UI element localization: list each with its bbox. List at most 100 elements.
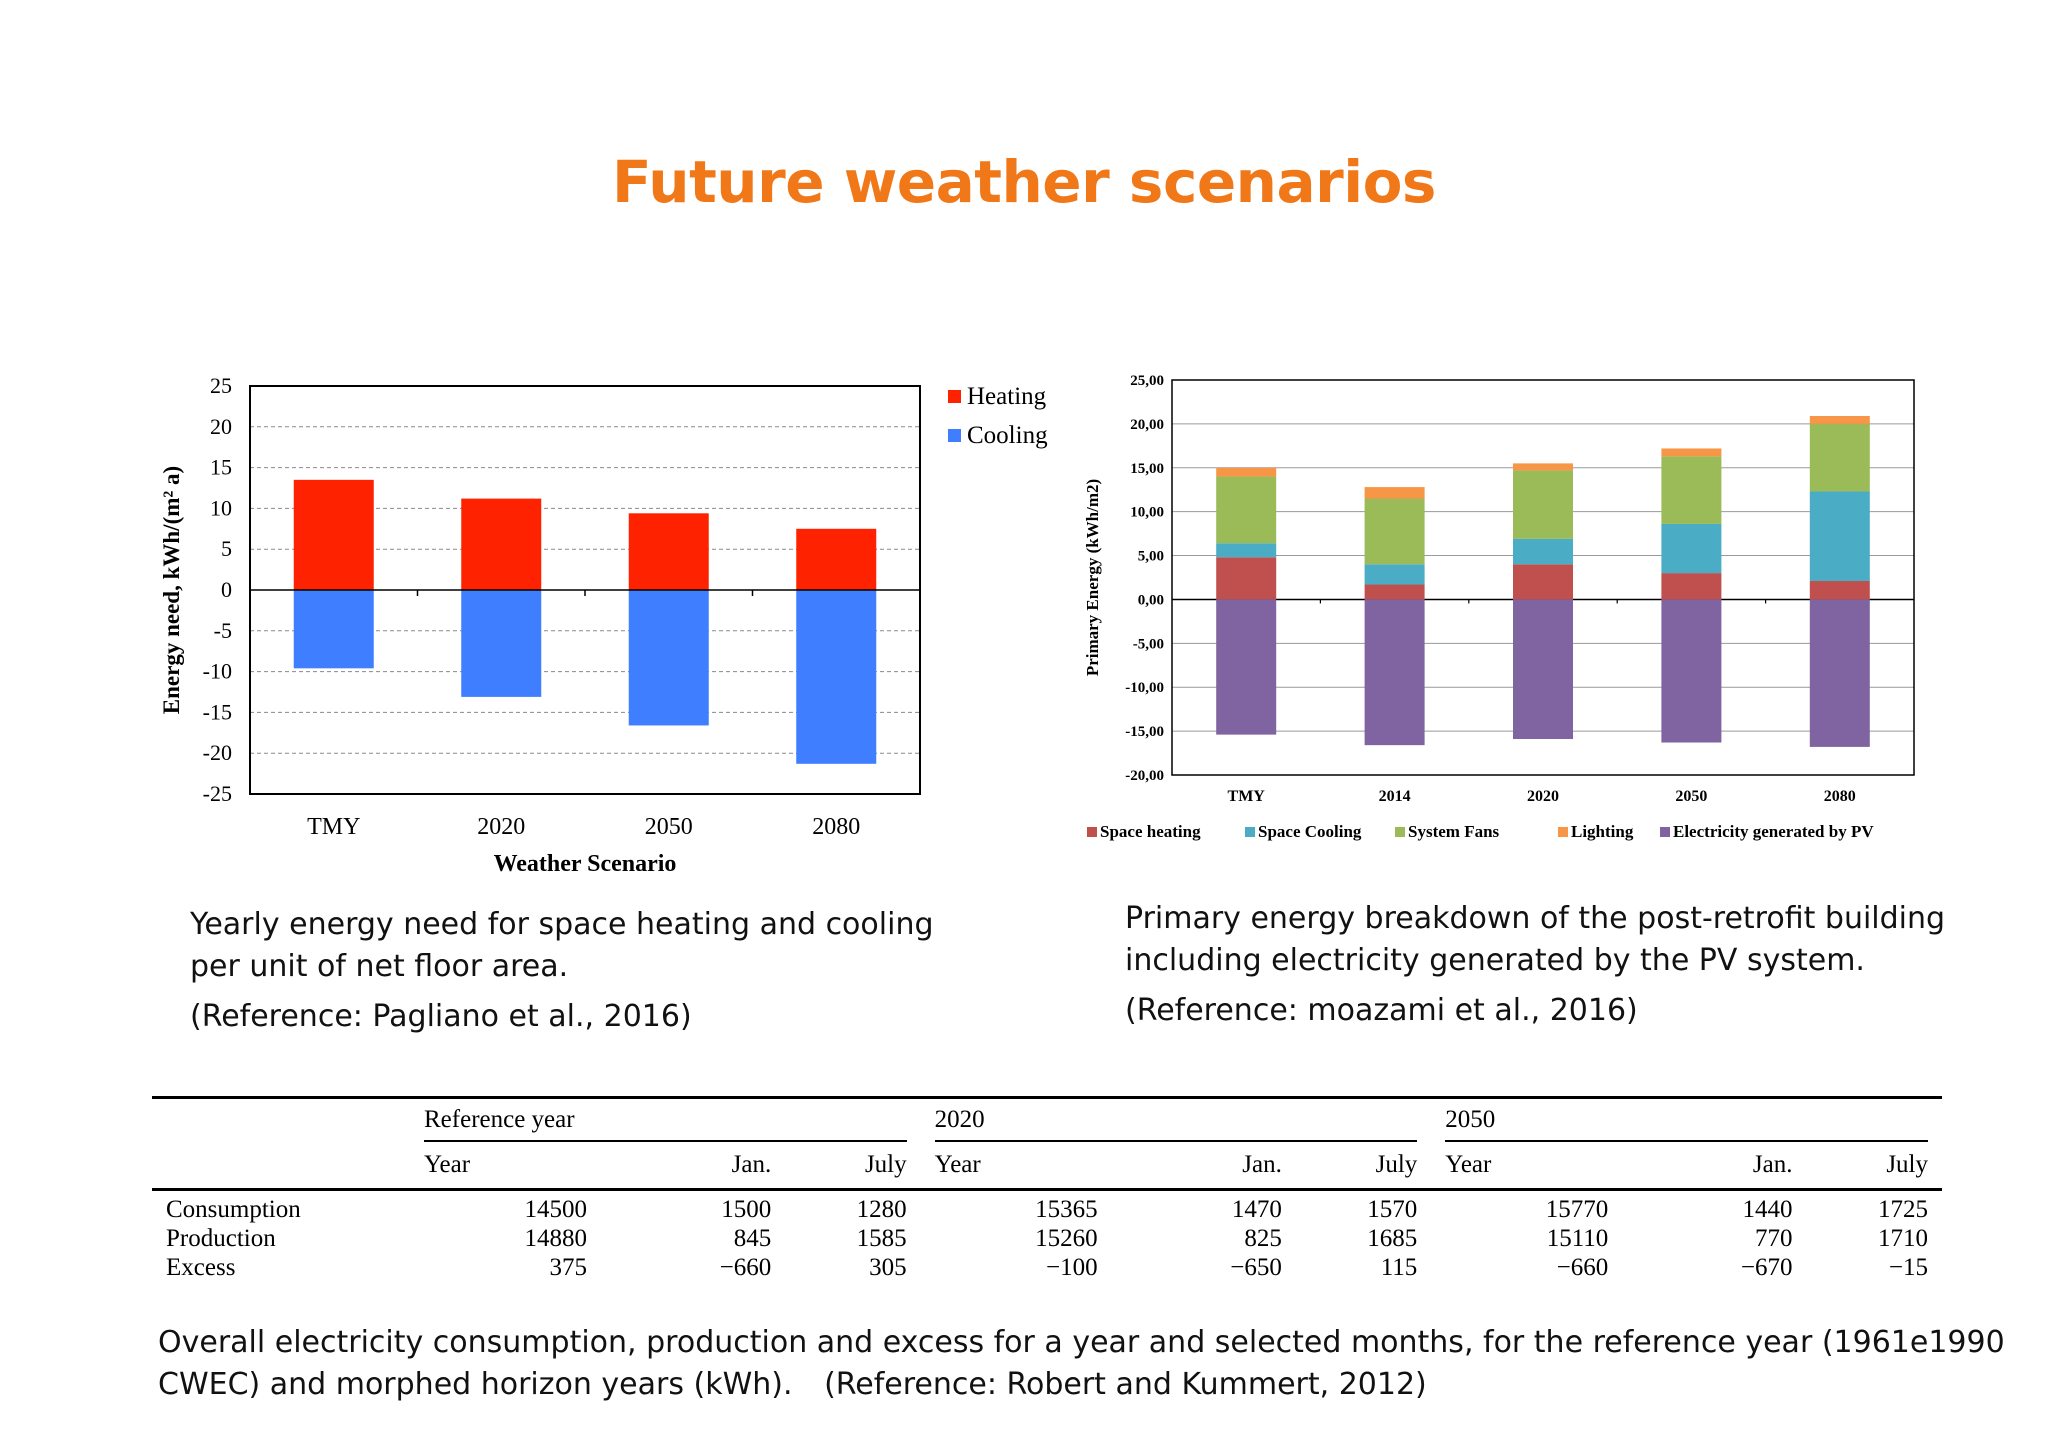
x-tick-label: 2020 bbox=[477, 814, 525, 840]
left-caption-line2: per unit of net floor area. bbox=[190, 949, 569, 984]
y-tick-label: 25,00 bbox=[1130, 373, 1164, 389]
bottom-caption-line1: Overall electricity consumption, product… bbox=[158, 1325, 2005, 1360]
y-tick-label: 15 bbox=[210, 455, 232, 480]
legend-label: Cooling bbox=[967, 422, 1048, 449]
stacked-segment bbox=[1513, 564, 1573, 600]
table-cell: 1685 bbox=[1367, 1224, 1418, 1252]
legend-swatch bbox=[1558, 827, 1568, 837]
column-header: July bbox=[864, 1151, 907, 1178]
column-header: July bbox=[1375, 1151, 1418, 1178]
y-axis-title: Energy need, kWh/(m² a) bbox=[159, 466, 184, 714]
table-cell: 825 bbox=[1244, 1224, 1282, 1252]
x-tick-label: 2014 bbox=[1379, 788, 1411, 805]
stacked-segment bbox=[1364, 584, 1425, 600]
stacked-segment bbox=[1809, 491, 1870, 582]
legend-label: Space heating bbox=[1100, 822, 1201, 841]
table-row: Consumption 14500 1500 1280 15365 1470 1570 157… bbox=[152, 1190, 1942, 1225]
left-caption-reference: (Reference: Pagliano et al., 2016) bbox=[190, 999, 692, 1034]
table-group-header: 2020 bbox=[921, 1096, 1432, 1142]
column-header: Jan. bbox=[1752, 1151, 1793, 1178]
right-caption: Primary energy breakdown of the post-ret… bbox=[1125, 898, 1945, 1032]
x-tick-label: 2050 bbox=[1675, 788, 1707, 805]
table-cell: 115 bbox=[1380, 1253, 1418, 1281]
stacked-segment bbox=[1809, 599, 1870, 747]
column-header: Year bbox=[1445, 1151, 1492, 1178]
table-corner bbox=[152, 1142, 410, 1190]
legend-label: Lighting bbox=[1571, 822, 1634, 841]
y-tick-label: -25 bbox=[203, 781, 232, 806]
stacked-segment bbox=[1809, 423, 1870, 492]
cooling-bar bbox=[461, 590, 542, 697]
y-tick-label: 0 bbox=[221, 577, 232, 602]
x-tick-label: TMY bbox=[1228, 788, 1266, 805]
y-tick-label: -15,00 bbox=[1125, 724, 1164, 740]
y-tick-label: 20,00 bbox=[1130, 417, 1164, 433]
table-cell: 14880 bbox=[524, 1224, 588, 1252]
table-cell: 845 bbox=[733, 1224, 772, 1252]
row-label: Production bbox=[166, 1224, 276, 1252]
group-label: Reference year bbox=[424, 1106, 907, 1142]
stacked-segment bbox=[1364, 487, 1425, 499]
stacked-segment bbox=[1809, 415, 1870, 424]
heating-legend-swatch bbox=[948, 390, 961, 403]
table-cell: −100 bbox=[1046, 1253, 1098, 1281]
table-cell: 305 bbox=[869, 1253, 907, 1281]
y-axis-title: Primary Energy (kWh/m2) bbox=[1083, 479, 1102, 676]
x-tick-label: 2080 bbox=[812, 814, 860, 840]
table-cell: 1440 bbox=[1742, 1195, 1793, 1223]
row-label: Consumption bbox=[166, 1195, 301, 1223]
stacked-segment bbox=[1661, 573, 1722, 600]
cooling-bar bbox=[796, 590, 877, 764]
column-header: July bbox=[1886, 1151, 1928, 1178]
table-cell: −660 bbox=[1556, 1253, 1609, 1281]
table-cell: 1570 bbox=[1367, 1195, 1418, 1223]
table-cell: 1725 bbox=[1878, 1195, 1928, 1223]
stacked-segment bbox=[1513, 538, 1573, 565]
stacked-segment bbox=[1364, 599, 1425, 746]
y-tick-label: -20,00 bbox=[1125, 768, 1164, 784]
cooling-bar bbox=[628, 590, 709, 726]
page-title: Future weather scenarios bbox=[612, 148, 1436, 216]
table-cell: −15 bbox=[1888, 1253, 1928, 1281]
stacked-segment bbox=[1661, 456, 1722, 524]
right-caption-line1: Primary energy breakdown of the post-ret… bbox=[1125, 901, 1946, 936]
x-tick-label: TMY bbox=[307, 814, 360, 840]
column-header: Jan. bbox=[1242, 1151, 1282, 1178]
stacked-segment bbox=[1216, 557, 1277, 600]
y-tick-label: 5,00 bbox=[1138, 549, 1164, 565]
group-label: 2050 bbox=[1445, 1106, 1928, 1142]
bottom-caption-reference: (Reference: Robert and Kummert, 2012) bbox=[824, 1367, 1427, 1402]
legend-swatch bbox=[1395, 827, 1405, 837]
legend-swatch bbox=[1087, 827, 1097, 837]
table-corner bbox=[152, 1096, 410, 1142]
stacked-segment bbox=[1216, 467, 1277, 477]
table-cell: 15770 bbox=[1545, 1195, 1609, 1223]
heating-bar bbox=[796, 528, 877, 590]
table-cell: 1500 bbox=[721, 1195, 772, 1223]
y-tick-label: -15 bbox=[203, 699, 232, 724]
stacked-segment bbox=[1661, 599, 1722, 743]
table-cell: 15365 bbox=[1035, 1195, 1098, 1223]
table-cell: −660 bbox=[719, 1253, 772, 1281]
y-tick-label: -10,00 bbox=[1125, 680, 1164, 696]
stacked-segment bbox=[1661, 448, 1722, 457]
x-tick-label: 2020 bbox=[1527, 788, 1559, 805]
plot-frame bbox=[1171, 379, 1915, 776]
plot-frame bbox=[249, 385, 921, 795]
bottom-caption-line2-row: CWEC) and morphed horizon years (kWh). (… bbox=[158, 1364, 2005, 1406]
stacked-segment bbox=[1513, 599, 1573, 740]
table-row: Excess 375 −660 305 −100 −650 115 −660 −670 −15 bbox=[152, 1253, 1942, 1288]
left-caption-line1: Yearly energy need for space heating and… bbox=[190, 907, 934, 942]
heating-bar bbox=[293, 479, 374, 590]
y-tick-label: 10,00 bbox=[1130, 505, 1164, 521]
legend-swatch bbox=[1245, 827, 1255, 837]
electricity-table: Reference year 2020 2050 Year Jan. July … bbox=[152, 1096, 1942, 1288]
y-tick-label: -5 bbox=[214, 618, 232, 643]
stacked-segment bbox=[1364, 564, 1425, 585]
y-tick-label: -20 bbox=[203, 740, 232, 765]
legend-label: Electricity generated by PV bbox=[1673, 822, 1874, 841]
energy-need-chart: 25 20 15 10 5 0 -5 -10 -15 -20 -25 TMY 2020 2050 2080 W… bbox=[159, 373, 1048, 877]
table-cell: 375 bbox=[549, 1253, 588, 1281]
row-label: Excess bbox=[166, 1253, 236, 1281]
primary-energy-chart: 25,00 20,00 15,00 10,00 5,00 0,00 -5,00 -10,00 -… bbox=[1083, 373, 1915, 841]
